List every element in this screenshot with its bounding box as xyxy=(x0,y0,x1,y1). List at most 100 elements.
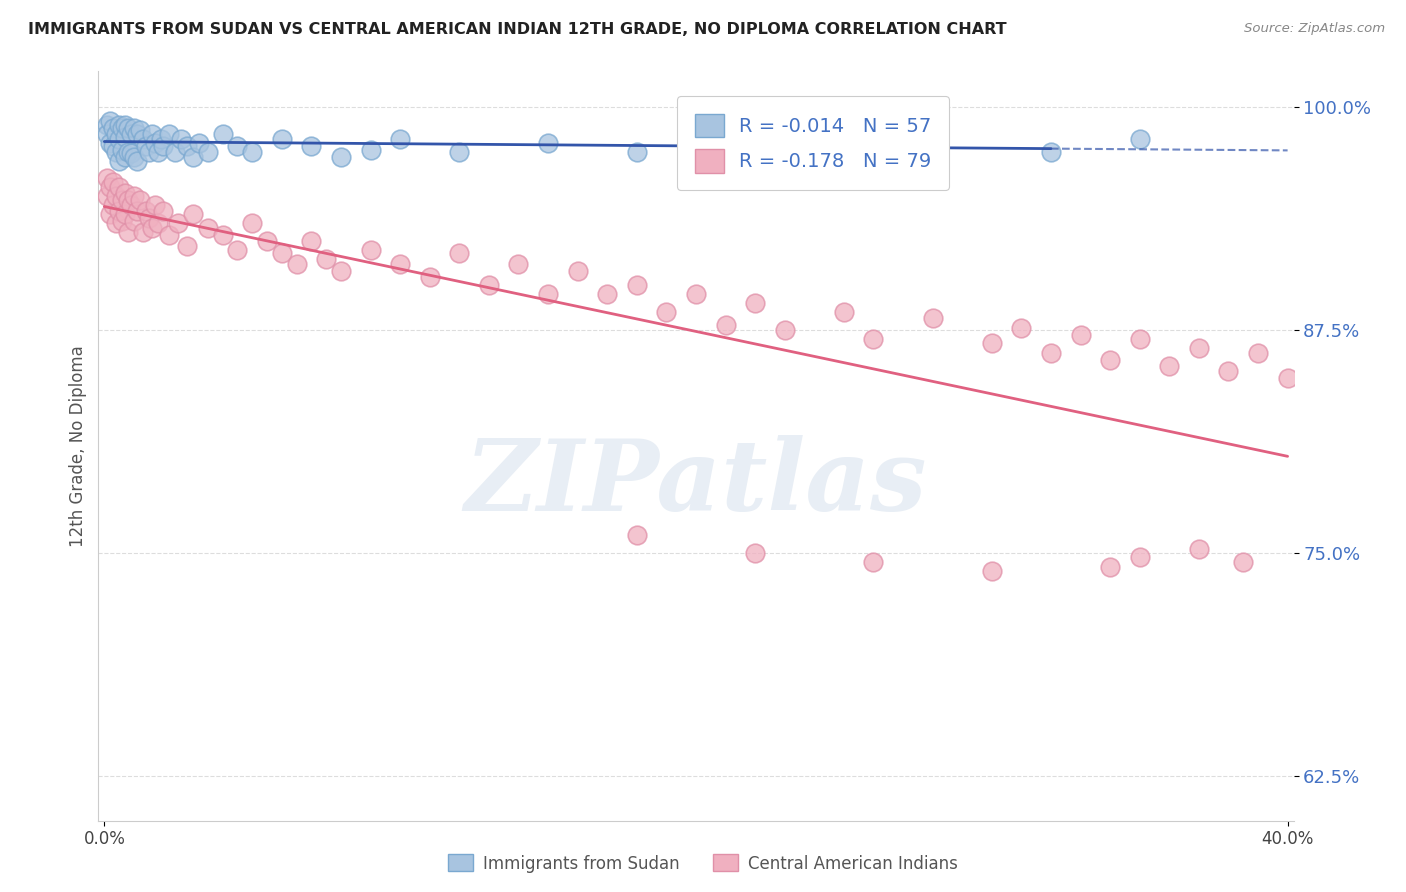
Point xyxy=(122,214,145,228)
Point xyxy=(655,305,678,319)
Point xyxy=(176,139,198,153)
Point xyxy=(143,136,166,150)
Point xyxy=(165,145,187,159)
Point xyxy=(226,243,249,257)
Point xyxy=(285,257,308,271)
Point xyxy=(188,136,211,150)
Point xyxy=(1099,560,1122,574)
Text: Source: ZipAtlas.com: Source: ZipAtlas.com xyxy=(1244,22,1385,36)
Point xyxy=(117,225,139,239)
Point xyxy=(449,145,471,159)
Point xyxy=(98,180,121,194)
Legend: R = -0.014   N = 57, R = -0.178   N = 79: R = -0.014 N = 57, R = -0.178 N = 79 xyxy=(678,96,949,190)
Point xyxy=(1277,371,1299,385)
Point xyxy=(103,198,125,212)
Point xyxy=(105,189,128,203)
Point xyxy=(744,296,766,310)
Point xyxy=(128,193,150,207)
Point xyxy=(108,180,131,194)
Point xyxy=(744,546,766,560)
Point xyxy=(114,207,136,221)
Point xyxy=(125,203,148,218)
Point xyxy=(537,287,560,301)
Point xyxy=(449,246,471,260)
Point xyxy=(114,130,136,145)
Point xyxy=(143,198,166,212)
Point xyxy=(626,278,648,293)
Point xyxy=(108,132,131,146)
Point xyxy=(120,146,142,161)
Point xyxy=(96,127,118,141)
Point xyxy=(111,193,134,207)
Point xyxy=(1232,555,1254,569)
Point xyxy=(181,150,204,164)
Point xyxy=(149,132,172,146)
Point xyxy=(921,139,943,153)
Point xyxy=(980,564,1002,578)
Text: IMMIGRANTS FROM SUDAN VS CENTRAL AMERICAN INDIAN 12TH GRADE, NO DIPLOMA CORRELAT: IMMIGRANTS FROM SUDAN VS CENTRAL AMERICA… xyxy=(28,22,1007,37)
Point xyxy=(122,150,145,164)
Point xyxy=(108,153,131,168)
Point xyxy=(128,123,150,137)
Point xyxy=(105,216,128,230)
Point xyxy=(120,127,142,141)
Point xyxy=(773,323,796,337)
Point xyxy=(1129,132,1152,146)
Point xyxy=(176,239,198,253)
Point xyxy=(1218,364,1240,378)
Point xyxy=(117,121,139,136)
Point xyxy=(117,193,139,207)
Point xyxy=(138,211,160,225)
Point xyxy=(146,145,169,159)
Point xyxy=(105,127,128,141)
Point xyxy=(152,139,174,153)
Point xyxy=(832,305,855,319)
Point xyxy=(419,269,441,284)
Point xyxy=(111,121,134,136)
Point xyxy=(240,216,263,230)
Point xyxy=(108,118,131,132)
Point xyxy=(114,150,136,164)
Point xyxy=(120,198,142,212)
Point xyxy=(685,287,707,301)
Point xyxy=(685,127,707,141)
Point xyxy=(111,143,134,157)
Point xyxy=(96,118,118,132)
Point xyxy=(270,246,292,260)
Point xyxy=(138,145,160,159)
Point xyxy=(714,318,737,332)
Legend: Immigrants from Sudan, Central American Indians: Immigrants from Sudan, Central American … xyxy=(441,847,965,880)
Point xyxy=(1099,353,1122,368)
Point xyxy=(197,145,219,159)
Point xyxy=(122,121,145,136)
Point xyxy=(626,145,648,159)
Point xyxy=(389,132,412,146)
Point xyxy=(1188,341,1211,355)
Point xyxy=(98,207,121,221)
Point xyxy=(111,214,134,228)
Point xyxy=(132,225,155,239)
Point xyxy=(125,153,148,168)
Point xyxy=(256,234,278,248)
Point xyxy=(1070,328,1092,343)
Point xyxy=(146,216,169,230)
Point xyxy=(98,136,121,150)
Point xyxy=(596,287,619,301)
Point xyxy=(330,264,353,278)
Point xyxy=(1039,145,1062,159)
Point xyxy=(103,175,125,189)
Point xyxy=(170,132,193,146)
Point xyxy=(980,335,1002,350)
Y-axis label: 12th Grade, No Diploma: 12th Grade, No Diploma xyxy=(69,345,87,547)
Point xyxy=(315,252,337,266)
Point xyxy=(626,528,648,542)
Point xyxy=(862,332,884,346)
Point xyxy=(226,139,249,153)
Point xyxy=(181,207,204,221)
Point xyxy=(141,221,163,235)
Point xyxy=(240,145,263,159)
Point xyxy=(114,186,136,200)
Point xyxy=(832,136,855,150)
Point xyxy=(360,143,382,157)
Point xyxy=(96,171,118,186)
